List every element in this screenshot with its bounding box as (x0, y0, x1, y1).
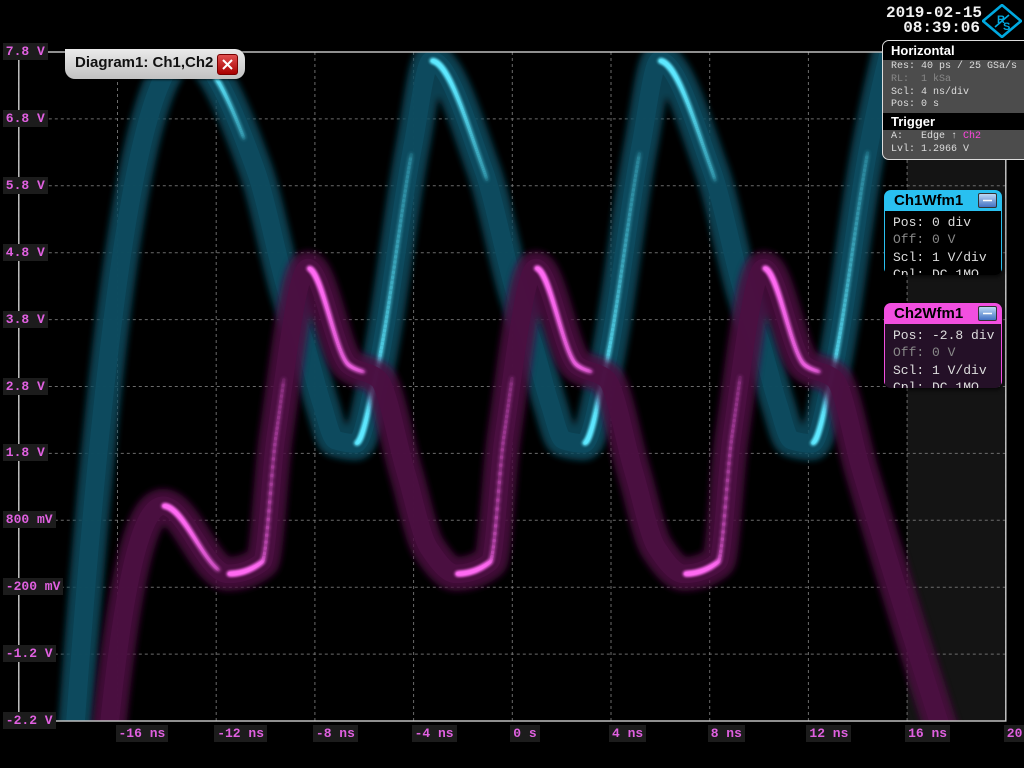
svg-text:S: S (1003, 21, 1010, 33)
